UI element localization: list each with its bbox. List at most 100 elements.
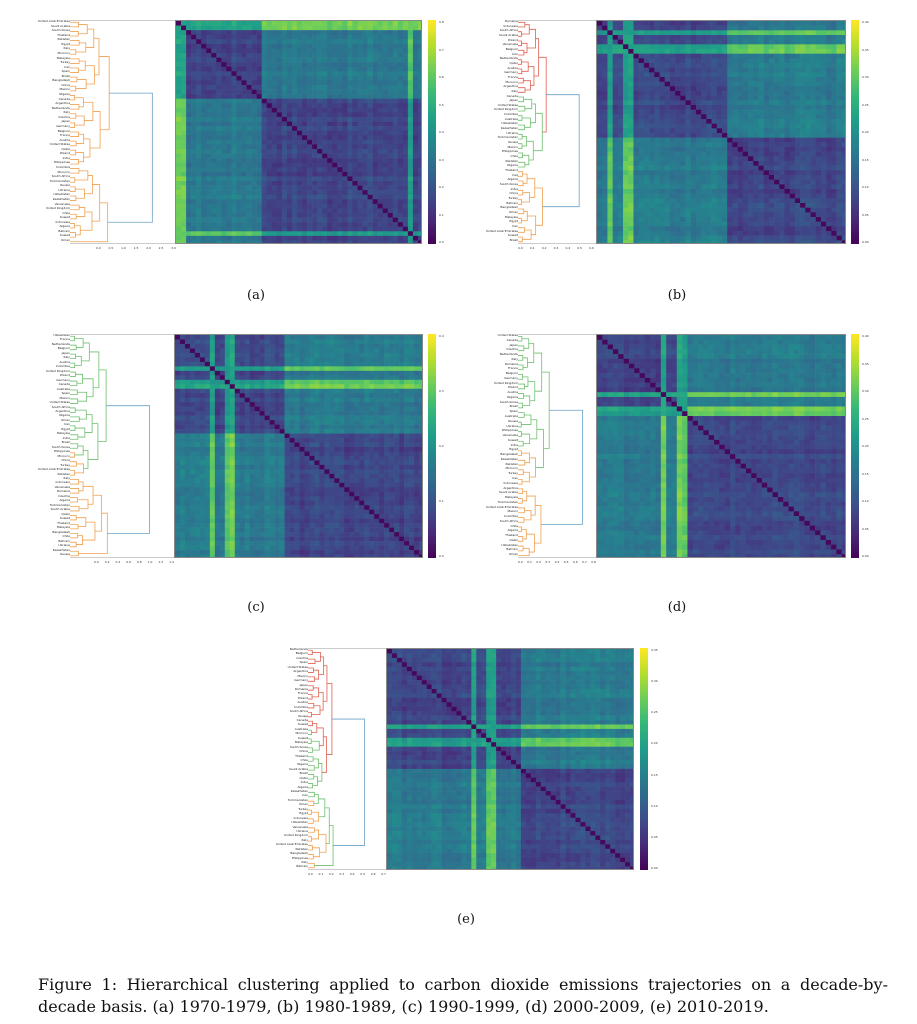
colorbar-tick-label: 0.15 <box>862 471 869 476</box>
country-label: Pakistan <box>505 461 518 466</box>
country-label: France <box>60 337 70 342</box>
panel-c-x-ticks: 0.0 0.2 0.4 0.6 0.8 1.0 1.2 1.4 <box>94 560 174 564</box>
country-label: Philippines <box>501 149 518 154</box>
country-label: United Arab Emirates <box>37 19 70 23</box>
panel-d-colorbar <box>851 334 859 558</box>
colorbar-tick-label: 0.25 <box>862 102 869 107</box>
country-label: Russia <box>60 551 70 556</box>
country-label: Bahrain <box>506 200 518 205</box>
country-label: Indonesia <box>503 23 518 28</box>
colorbar-tick-label: 0.5 <box>439 102 444 107</box>
colorbar-tick-label: 0.3 <box>439 157 444 162</box>
country-label: Japan <box>61 119 70 124</box>
country-label: Japan <box>61 350 70 355</box>
country-label: South Korea <box>499 181 518 186</box>
country-label: Oman <box>60 238 70 242</box>
country-label: Mexico <box>507 509 518 514</box>
x-tick-label: 0.0 <box>308 872 313 876</box>
country-label: Colombia <box>293 704 308 709</box>
colorbar-tick-label: 0.4 <box>439 130 444 134</box>
country-label: South Africa <box>51 404 70 409</box>
country-label: Saudi Arabia <box>498 32 518 37</box>
colorbar-tick-label: 0.00 <box>651 865 658 870</box>
country-label: Chile <box>62 210 70 215</box>
country-label: Czechia <box>58 493 70 498</box>
country-label: Austria <box>59 137 70 142</box>
country-label: Mexico <box>59 87 70 92</box>
country-label: India <box>62 155 70 160</box>
country-label: Kazakhstan <box>52 196 70 201</box>
country-label: Italy <box>511 356 518 361</box>
x-tick-label: 0.4 <box>554 560 560 564</box>
country-label: Spain <box>299 660 308 665</box>
country-label: Kuwait <box>507 233 518 238</box>
country-label: Poland <box>59 373 70 378</box>
country-label: Brazil <box>509 404 518 409</box>
country-label: Spain <box>61 69 70 74</box>
country-label: Canada <box>58 382 70 387</box>
colorbar-tick-label: 0.00 <box>862 240 869 244</box>
country-label: Russia <box>508 418 518 423</box>
x-tick-label: 0.1 <box>529 246 535 250</box>
colorbar-tick-label: 0.40 <box>862 334 869 338</box>
country-label: Indonesia <box>55 219 70 224</box>
colorbar-tick-label: 0.15 <box>862 157 869 162</box>
country-label: Indonesia <box>503 480 518 485</box>
country-label: Philippines <box>53 449 70 454</box>
panel-a-x-ticks: 0.0 0.5 1.0 1.5 2.0 2.5 3.0 <box>96 246 176 250</box>
panel-d-heatmap <box>596 334 846 558</box>
country-label: South Africa <box>289 709 308 714</box>
x-tick-label: 1.4 <box>169 560 174 564</box>
country-label: Qatar <box>61 511 70 516</box>
country-label: Pakistan <box>57 471 70 476</box>
x-tick-label: 1.0 <box>121 246 126 250</box>
country-label: Morocco <box>57 50 70 55</box>
country-label: Venezuela <box>502 42 518 47</box>
country-label: Turkey <box>60 462 70 467</box>
panel-e-colorbar-ticks: 0.35 0.30 0.25 0.20 0.15 0.10 0.05 0.00 <box>651 648 658 870</box>
colorbar-tick-label: 0.3 <box>439 389 444 393</box>
country-label: Qatar <box>299 775 308 780</box>
country-label: Mexico <box>59 395 70 400</box>
country-label: United States <box>49 400 70 405</box>
country-label: Japan <box>509 98 518 103</box>
country-label: Venezuela <box>54 484 70 489</box>
country-label: Germany <box>504 70 518 75</box>
country-label: India <box>510 186 518 191</box>
panel-a-country-labels: United Arab Emirates Saudi Arabia South Ko… <box>30 20 70 244</box>
colorbar-tick-label: 0.05 <box>862 526 869 531</box>
colorbar-tick-label: 0.6 <box>439 75 444 79</box>
panel-a-heatmap <box>175 20 422 244</box>
country-label: South Korea <box>289 744 308 749</box>
country-label: Bahrain <box>296 864 308 869</box>
colorbar-tick-label: 0.35 <box>862 47 869 52</box>
country-label: Italy <box>301 860 308 864</box>
country-label: Iran <box>302 793 308 798</box>
country-label: Kuwait <box>297 735 308 740</box>
country-label: Iran <box>512 223 518 228</box>
country-label: Belgium <box>505 46 518 51</box>
x-tick-label: 0.5 <box>108 246 114 250</box>
x-tick-label: 0.4 <box>565 246 571 250</box>
panel-c-dendrogram <box>70 334 174 558</box>
country-label: United Kingdom <box>493 107 518 112</box>
panel-d-x-ticks: 0.0 0.1 0.2 0.3 0.4 0.5 0.6 0.7 0.8 <box>518 560 596 564</box>
country-label: Romania <box>294 686 308 691</box>
country-label: United States <box>287 664 308 669</box>
colorbar-tick-label: 0.2 <box>439 185 444 189</box>
x-tick-label: 0.5 <box>563 560 569 564</box>
country-label: China <box>299 749 308 754</box>
country-label: Uzbekistan <box>501 121 518 126</box>
country-label: Bangladesh <box>290 851 308 856</box>
country-label: Morocco <box>295 731 308 736</box>
x-tick-label: 0.2 <box>104 560 110 564</box>
country-label: Morocco <box>505 466 518 471</box>
colorbar-tick-label: 0.0 <box>439 240 444 244</box>
colorbar-tick-label: 0.35 <box>651 648 658 652</box>
panel-c-colorbar <box>428 334 436 558</box>
x-tick-label: 0.7 <box>381 872 386 876</box>
country-label: France <box>508 74 518 79</box>
country-label: South Korea <box>499 399 518 404</box>
country-label: United Kingdom <box>45 368 70 373</box>
panel-b-sublabel: (b) <box>667 288 687 303</box>
